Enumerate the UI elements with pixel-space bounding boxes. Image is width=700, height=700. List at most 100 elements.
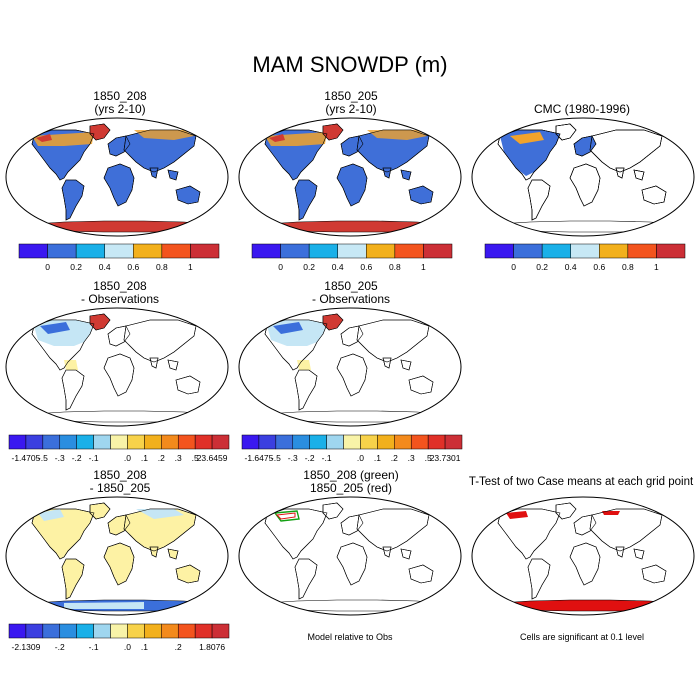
note-model-relative: Model relative to Obs xyxy=(307,632,393,642)
colorbar-tick-label: 0 xyxy=(45,262,50,272)
colorbar-swatch xyxy=(25,623,44,639)
colorbar-swatch xyxy=(423,243,453,259)
panel-title-8-line2: 1850_205 (red) xyxy=(309,481,393,495)
colorbar-swatch xyxy=(144,623,162,639)
page-title: MAM SNOWDP (m) xyxy=(252,52,448,77)
colorbar-tick-label: .2 xyxy=(175,642,182,652)
colorbar-swatch xyxy=(47,243,77,259)
panel-title-8: 1850_208 (green) 1850_205 (red) xyxy=(231,469,471,495)
colorbar-swatch xyxy=(161,243,191,259)
note-cells-significant: Cells are significant at 0.1 level xyxy=(519,632,645,642)
colorbar-swatch xyxy=(541,243,571,259)
colorbar-tick-label: 23.7301 xyxy=(430,453,461,463)
colorbar-swatch xyxy=(570,243,600,259)
colorbar-swatch xyxy=(377,434,395,450)
colorbar-tick-label: -2.1309 xyxy=(12,642,41,652)
colorbar-tick-label: 1 xyxy=(654,262,659,272)
colorbar-swatch xyxy=(627,243,657,259)
colorbar-swatch xyxy=(8,623,27,639)
colorbar-swatch xyxy=(326,434,344,450)
colorbar-tick-label: -.5 xyxy=(271,453,281,463)
panel-title-9-line1: T-Test of two Case means at each grid po… xyxy=(468,476,694,488)
colorbar-swatch xyxy=(190,243,220,259)
colorbar-swatch xyxy=(25,434,44,450)
map-green-red-contours xyxy=(238,496,462,616)
colorbar-tick-label: 0.6 xyxy=(360,262,372,272)
colorbar-tick-label: 0.8 xyxy=(389,262,401,272)
panel-title-4-line1: 1850_208 xyxy=(93,279,147,293)
colorbar-swatch xyxy=(343,434,361,450)
colorbar-swatch xyxy=(161,434,179,450)
colorbar-swatch xyxy=(194,434,213,450)
colorbar-abs-2: 0 0.2 0.4 0.6 0.8 1 xyxy=(251,243,453,272)
map-1850-205-minus-obs xyxy=(238,307,462,427)
map-cmc xyxy=(471,117,695,237)
panel-title-7-line1: 1850_208 xyxy=(93,468,147,482)
colorbar-swatch xyxy=(394,243,424,259)
colorbar-swatch xyxy=(599,243,629,259)
map-ttest xyxy=(471,496,695,616)
colorbar-swatch xyxy=(76,623,94,639)
panel-title-1-line1: 1850_208 xyxy=(93,89,147,103)
colorbar-tick-label: -.5 xyxy=(38,453,48,463)
colorbar-swatch xyxy=(59,623,77,639)
colorbar-tick-label: .2 xyxy=(391,453,398,463)
colorbar-swatch xyxy=(360,434,378,450)
colorbar-swatch xyxy=(444,434,463,450)
panel-title-8-line1: 1850_208 (green) xyxy=(303,468,399,482)
colorbar-swatch xyxy=(76,434,94,450)
colorbar-tick-label: 23.6459 xyxy=(197,453,228,463)
colorbar-tick-label: 0.4 xyxy=(99,262,111,272)
colorbar-swatch xyxy=(513,243,543,259)
colorbar-swatch xyxy=(93,623,111,639)
colorbar-swatch xyxy=(656,243,686,259)
colorbar-tick-label: .1 xyxy=(374,453,381,463)
colorbar-swatch xyxy=(110,434,128,450)
colorbar-swatch xyxy=(484,243,514,259)
colorbar-swatch xyxy=(211,434,230,450)
panel-title-5-line2: - Observations xyxy=(311,292,391,306)
colorbar-swatch xyxy=(194,623,213,639)
colorbar-tick-label: .0 xyxy=(357,453,364,463)
colorbar-tick-label: .0 xyxy=(124,453,131,463)
panel-title-2-line2: (yrs 2-10) xyxy=(325,102,377,116)
panel-title-3-line1: CMC (1980-1996) xyxy=(533,102,631,116)
colorbar-diff-2: -1.6475-.5 -.3 -.2 -.1 .0 .1 .2 .3 .523.7301 xyxy=(241,434,463,463)
colorbar-swatch xyxy=(251,243,281,259)
colorbar-tick-label: 0.6 xyxy=(593,262,605,272)
colorbar-tick-label: .3 xyxy=(175,453,182,463)
colorbar-swatch xyxy=(410,434,429,450)
colorbar-tick-label: 0.2 xyxy=(303,262,315,272)
colorbar-tick-label: -.3 xyxy=(288,453,298,463)
colorbar-tick-label: .3 xyxy=(408,453,415,463)
map-1850-208-minus-1850-205 xyxy=(5,496,229,616)
colorbar-swatch xyxy=(241,434,260,450)
colorbar-swatch xyxy=(133,243,163,259)
colorbar-tick-label: 0.2 xyxy=(536,262,548,272)
panel-title-4-line2: - Observations xyxy=(80,292,160,306)
colorbar-swatch xyxy=(211,623,230,639)
panel-title-5-line1: 1850_205 xyxy=(324,279,378,293)
map-1850-208-minus-obs xyxy=(5,307,229,427)
colorbar-tick-label: .5 xyxy=(425,453,432,463)
panel-title-1-line2: (yrs 2-10) xyxy=(94,102,146,116)
colorbar-tick-label: 0.6 xyxy=(127,262,139,272)
colorbar-swatch xyxy=(42,434,61,450)
panel-title-2-line1: 1850_205 xyxy=(324,89,378,103)
colorbar-tick-label: -.2 xyxy=(305,453,315,463)
panel-title-7-line2: - 1850_205 xyxy=(89,481,151,495)
colorbar-abs-3: 0 0.2 0.4 0.6 0.8 1 xyxy=(484,243,686,272)
colorbar-tick-label: .2 xyxy=(158,453,165,463)
colorbar-tick-label: 0.8 xyxy=(622,262,634,272)
colorbar-tick-label: 0.2 xyxy=(70,262,82,272)
colorbar-tick-label: 1.8076 xyxy=(199,642,225,652)
colorbar-swatch xyxy=(18,243,48,259)
colorbar-tick-label: -.1 xyxy=(89,642,99,652)
colorbar-tick-label: 0 xyxy=(278,262,283,272)
colorbar-tick-label: 0.4 xyxy=(332,262,344,272)
colorbar-swatch xyxy=(177,623,196,639)
colorbar-swatch xyxy=(104,243,134,259)
colorbar-swatch xyxy=(275,434,294,450)
panel-title-2: 1850_205 (yrs 2-10) xyxy=(231,90,471,116)
colorbar-swatch xyxy=(308,243,338,259)
